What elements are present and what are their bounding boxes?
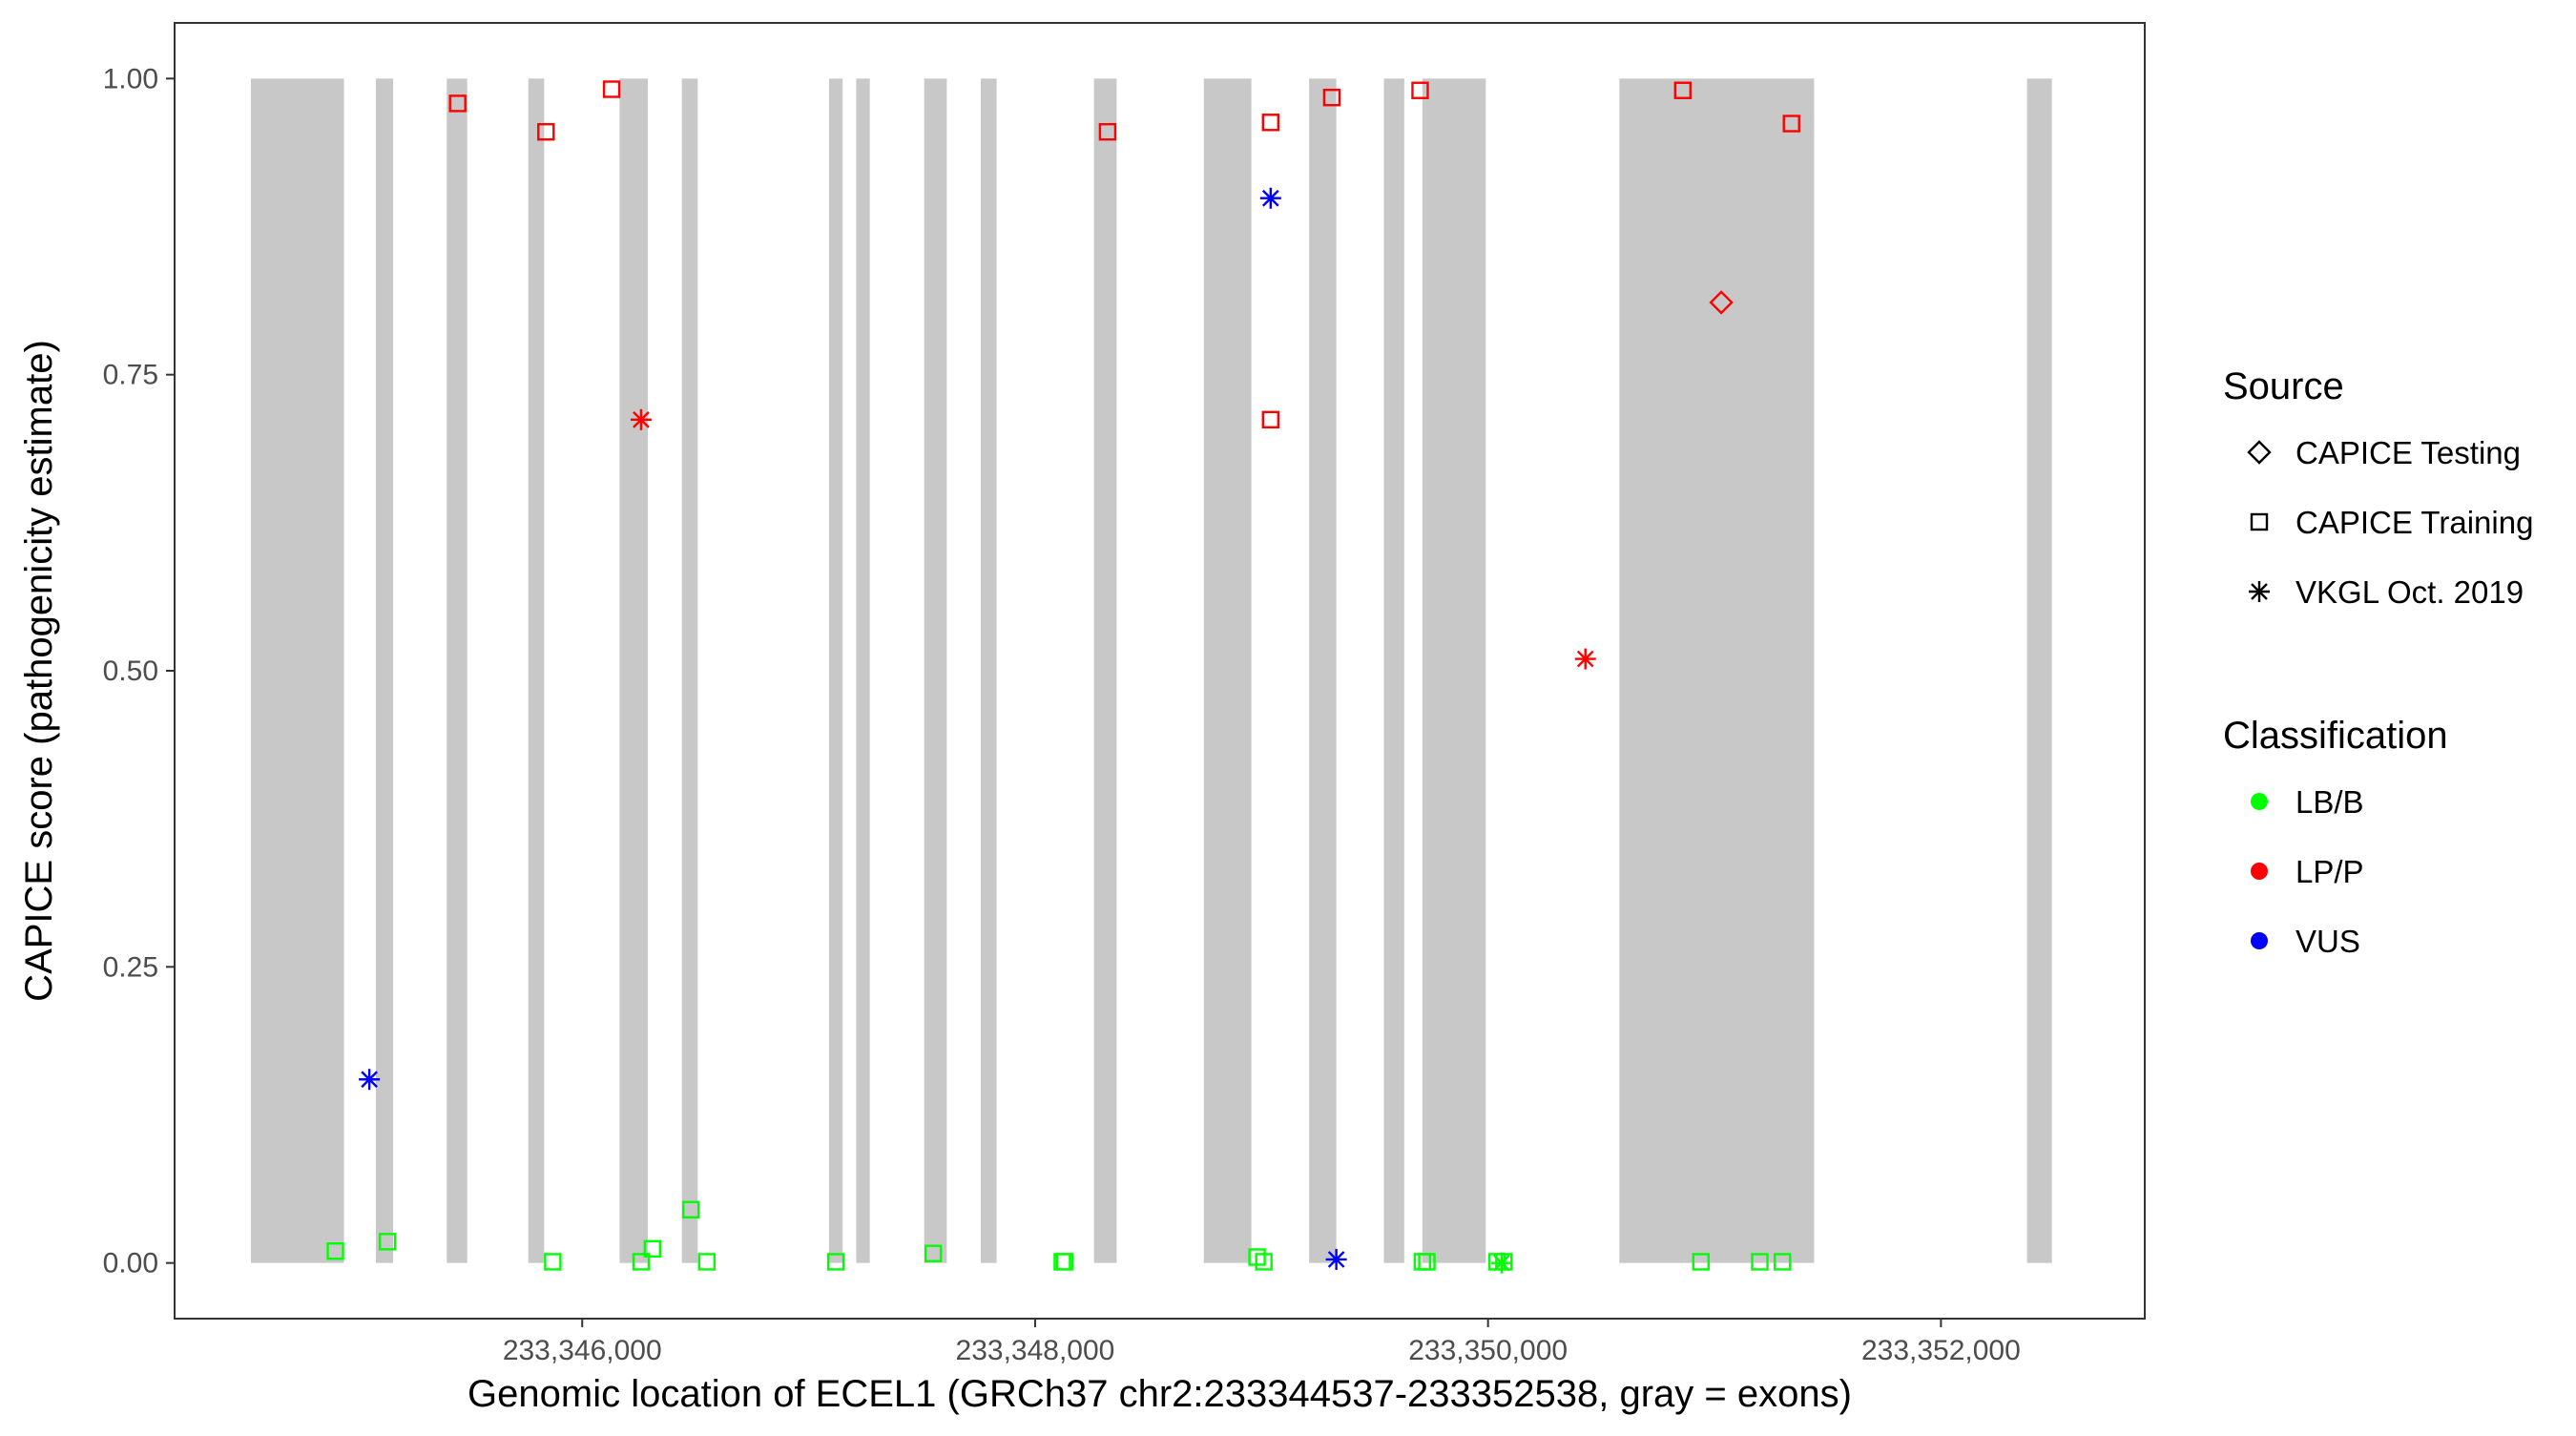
data-point — [1322, 89, 1341, 107]
data-point — [1418, 1253, 1436, 1271]
y-tick-label: 0.00 — [103, 1248, 158, 1280]
data-point — [1574, 648, 1596, 670]
legend-label: VUS — [2296, 924, 2360, 959]
exon-layer — [250, 78, 2052, 1263]
exon-band — [1383, 78, 1404, 1263]
data-point — [448, 94, 467, 113]
data-point — [924, 1244, 943, 1262]
data-point — [1709, 290, 1734, 315]
y-tick-label: 0.50 — [103, 656, 158, 687]
legend-key — [2250, 512, 2269, 531]
legend-label: LB/B — [2296, 784, 2364, 820]
exon-band — [924, 78, 947, 1263]
data-point — [1255, 1253, 1273, 1271]
data-point — [681, 1200, 700, 1218]
data-point — [643, 1239, 662, 1258]
data-point — [537, 123, 555, 141]
exon-band — [250, 78, 344, 1263]
plot-panel — [174, 22, 2146, 1320]
exon-band — [2026, 78, 2052, 1263]
y-tick-label: 0.25 — [103, 951, 158, 983]
y-tick-label: 1.00 — [103, 63, 158, 94]
data-point — [1411, 81, 1429, 99]
exon-band — [856, 78, 870, 1263]
y-axis: 0.00 0.25 0.50 0.75 1.00 — [103, 63, 175, 1280]
data-point — [602, 80, 621, 98]
data-point — [1490, 1252, 1512, 1274]
legend-key — [2251, 932, 2268, 949]
data-point — [1055, 1253, 1074, 1271]
legend-label: CAPICE Training — [2296, 505, 2533, 540]
y-tick-label: 0.75 — [103, 360, 158, 391]
exon-band — [1093, 78, 1117, 1263]
x-tick-label: 233,352,000 — [1861, 1335, 2021, 1366]
legend-label: VKGL Oct. 2019 — [2296, 574, 2524, 610]
data-point — [1782, 114, 1800, 133]
data-point — [1261, 410, 1280, 429]
exon-band — [1309, 78, 1337, 1263]
legend-label: CAPICE Testing — [2296, 435, 2521, 470]
data-point — [826, 1253, 845, 1271]
legend-classification-entries: LB/B LP/P VUS — [2251, 784, 2364, 959]
y-axis-title: CAPICE score (pathogenicity estimate) — [18, 340, 60, 1002]
exon-band — [528, 78, 545, 1263]
point-layer — [326, 80, 1800, 1274]
data-point — [1673, 81, 1692, 99]
legend-classification-title: Classification — [2223, 715, 2448, 757]
x-tick-label: 233,350,000 — [1408, 1335, 1568, 1366]
exon-band — [376, 78, 394, 1263]
exon-band — [619, 78, 649, 1263]
data-point — [1259, 187, 1281, 209]
data-point — [697, 1253, 716, 1271]
data-point — [630, 408, 652, 430]
data-point — [326, 1242, 344, 1260]
data-point — [378, 1233, 397, 1251]
exon-band — [681, 78, 698, 1263]
data-point — [544, 1253, 562, 1271]
data-point — [1098, 123, 1117, 141]
legend-source-title: Source — [2223, 365, 2344, 407]
exon-band — [980, 78, 997, 1263]
legend-key — [2251, 863, 2268, 880]
legend: Source Classification CAPICE TestingCAPI… — [2223, 365, 2533, 959]
data-point — [1751, 1253, 1769, 1271]
exon-band — [447, 78, 467, 1263]
data-point — [1774, 1253, 1792, 1271]
data-point — [359, 1069, 381, 1091]
legend-label: LP/P — [2296, 854, 2364, 889]
legend-key — [2251, 793, 2268, 810]
x-tick-label: 233,346,000 — [503, 1335, 662, 1366]
legend-key — [2247, 440, 2272, 465]
exon-band — [1619, 78, 1815, 1263]
exon-band — [1203, 78, 1252, 1263]
x-axis-title: Genomic location of ECEL1 (GRCh37 chr2:2… — [467, 1373, 1852, 1415]
legend-source-entries: CAPICE Testing CAPICE Training VKGL Oct. 2… — [2247, 435, 2533, 610]
exon-band — [1422, 78, 1486, 1263]
data-point — [1261, 114, 1280, 132]
data-point — [632, 1253, 651, 1271]
exon-band — [828, 78, 843, 1263]
x-tick-label: 233,348,000 — [956, 1335, 1115, 1366]
data-point — [1495, 1253, 1513, 1271]
legend-key — [2249, 581, 2270, 602]
data-point — [1692, 1253, 1710, 1271]
x-axis: 233,346,000 233,348,000 233,350,000 233,352… — [503, 1319, 2021, 1366]
data-point — [1325, 1248, 1347, 1270]
